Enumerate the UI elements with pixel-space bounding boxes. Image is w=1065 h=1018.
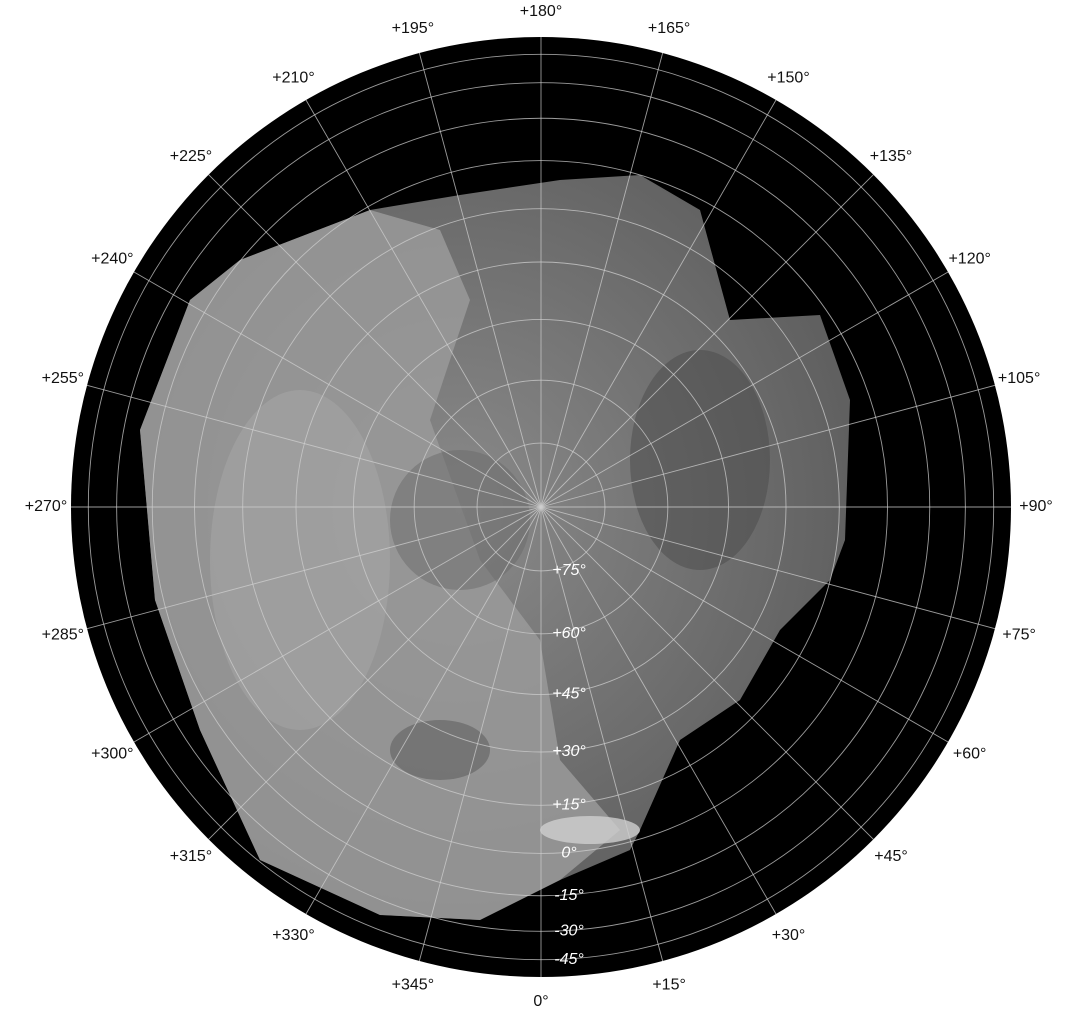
longitude-label: +90°: [1019, 498, 1053, 515]
longitude-label: +240°: [91, 251, 133, 268]
longitude-label: +150°: [767, 70, 809, 87]
meridian: [418, 52, 542, 508]
surface: [140, 175, 850, 920]
latitude-label: -45°: [554, 951, 584, 968]
longitude-label: +105°: [998, 370, 1040, 387]
longitude-label: +270°: [25, 498, 67, 515]
labels: 0° +15° +30° +45° +60° +75° +90° +105° +120° +135…: [25, 3, 1053, 1010]
dark-basin: [630, 350, 770, 570]
meridian: [540, 506, 949, 743]
latitude-label: +45°: [552, 686, 586, 703]
longitude-label: +180°: [520, 3, 562, 20]
parallel: [242, 208, 840, 806]
latitude-label: +60°: [552, 625, 586, 642]
longitude-label: +45°: [874, 848, 908, 865]
meridian: [305, 506, 542, 915]
dark-basin: [390, 720, 490, 780]
longitude-label: +195°: [392, 20, 434, 37]
bright-rim: [540, 816, 640, 844]
meridian: [540, 506, 874, 840]
longitude-label: +60°: [953, 746, 987, 763]
meridian: [418, 506, 542, 962]
longitude-label: +330°: [272, 927, 314, 944]
meridian: [540, 506, 996, 630]
longitude-label: +255°: [42, 370, 84, 387]
meridian: [540, 174, 874, 508]
longitude-label: +165°: [648, 20, 690, 37]
meridian: [86, 506, 542, 630]
parallel: [476, 442, 606, 572]
meridian: [208, 174, 542, 508]
longitude-label: +300°: [91, 746, 133, 763]
longitude-label: +135°: [870, 148, 912, 165]
latitude-label: +75°: [552, 562, 586, 579]
longitude-label: +75°: [1002, 626, 1036, 643]
longitude-label: +225°: [170, 148, 212, 165]
longitude-label: +15°: [652, 976, 686, 993]
parallel: [87, 53, 995, 961]
meridian: [540, 506, 664, 962]
parallel: [151, 117, 931, 897]
meridian: [208, 506, 542, 840]
meridian: [540, 506, 777, 915]
bright-patch: [210, 390, 390, 730]
dark-basin: [390, 450, 530, 590]
parallel: [413, 379, 669, 635]
latitude-label: -30°: [554, 923, 584, 940]
latitude-label: -15°: [554, 887, 584, 904]
longitude-label: +345°: [392, 976, 434, 993]
meridian: [133, 506, 542, 743]
parallel: [116, 82, 966, 932]
longitude-label: +315°: [170, 848, 212, 865]
longitude-label: +120°: [948, 251, 990, 268]
latitude-label: 0°: [561, 845, 577, 862]
parallel: [353, 319, 729, 695]
latitude-label: +30°: [552, 743, 586, 760]
meridian: [540, 271, 949, 508]
meridian: [133, 271, 542, 508]
meridian: [305, 99, 542, 508]
longitude-label: +285°: [42, 626, 84, 643]
meridian: [540, 52, 664, 508]
meridian: [540, 99, 777, 508]
meridian: [540, 384, 996, 508]
parallel: [295, 261, 787, 753]
longitude-label: 0°: [533, 993, 548, 1010]
longitude-label: +30°: [772, 927, 806, 944]
parallel: [194, 160, 888, 854]
longitude-label: +210°: [272, 70, 314, 87]
graticule: [71, 37, 1011, 977]
meridian: [86, 384, 542, 508]
latitude-label: +15°: [552, 797, 586, 814]
